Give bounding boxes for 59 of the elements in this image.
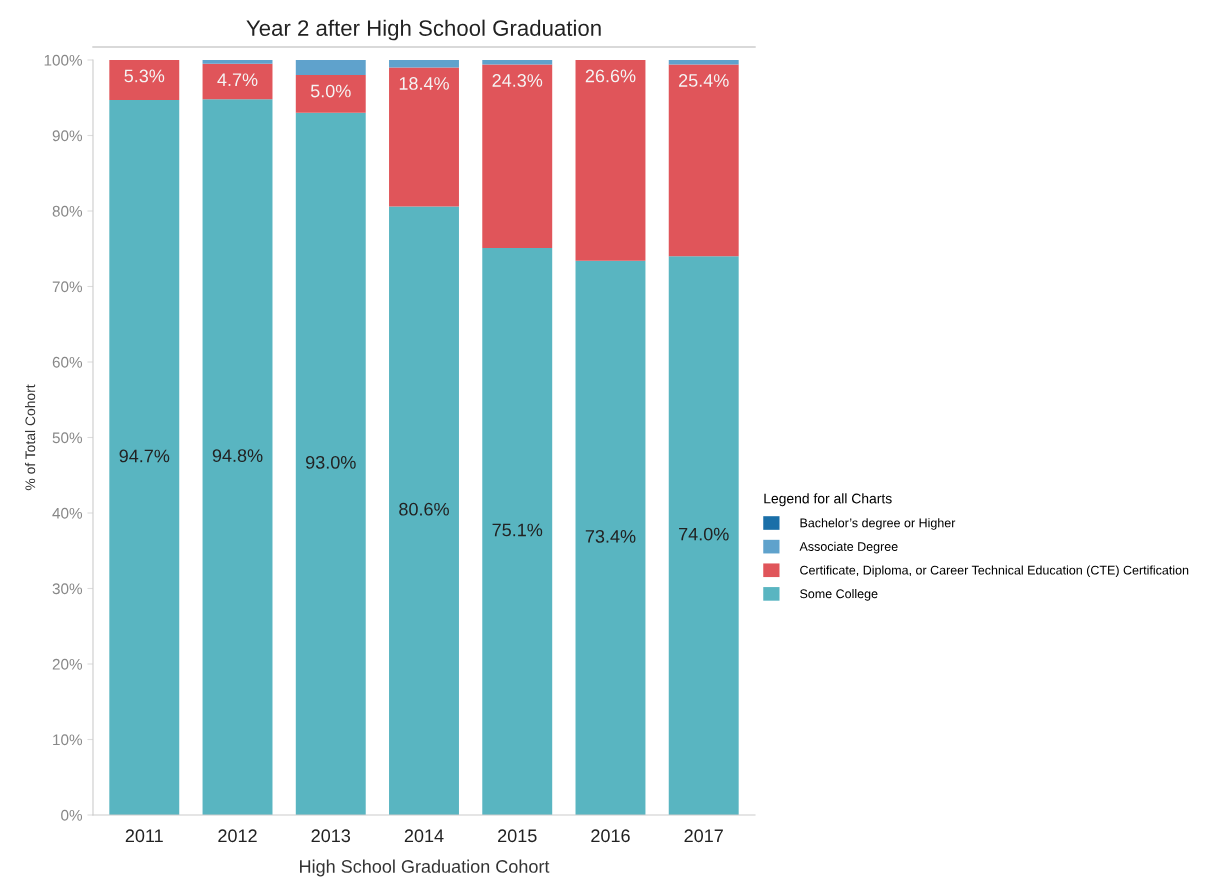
chart-title: Year 2 after High School Graduation [246,19,601,41]
data-label: 94.8% [212,449,263,462]
y-tick-label: 40% [52,507,83,519]
y-tick-label: 50% [52,432,83,444]
bar [202,60,273,64]
data-label: 25.4% [679,74,729,87]
bar [295,112,366,815]
x-tick-label: 2014 [404,829,444,843]
y-tick-label: 10% [53,734,83,746]
data-label: 5.0% [310,84,351,98]
y-tick-label: 80% [52,205,83,217]
bar [668,256,739,815]
bar [575,260,646,815]
legend-label: Associate Degree [799,541,898,554]
y-tick-label: 30% [52,583,83,595]
data-label: 18.4% [399,77,449,90]
bar [389,67,459,207]
bar [668,64,739,257]
legend-label: Certificate, Diploma, or Career Technical Education (CTE) Certification [800,565,1189,578]
x-tick-label: 2016 [591,829,630,843]
data-label: 74.0% [679,527,729,541]
data-label: 5.3% [124,69,165,83]
bar [202,63,273,100]
y-axis-title: % of Total Cohort [25,384,36,491]
bar [482,248,553,815]
bar [295,60,366,76]
bar [482,60,553,65]
data-label: 24.3% [492,74,543,87]
legend-label: Bachelor’s degree or Higher [800,518,956,530]
data-label: 80.6% [399,502,449,516]
data-label: 75.1% [492,523,543,537]
x-tick-label: 2013 [311,829,351,843]
y-tick-label: 20% [52,658,83,670]
bar [202,99,273,815]
x-tick-label: 2015 [498,829,537,843]
data-label: 4.7% [217,73,258,87]
bar [389,206,459,815]
data-label: 73.4% [585,529,636,543]
y-tick-label: 70% [52,281,83,293]
bar [109,100,180,815]
x-axis-title: High School Graduation Cohort [300,859,550,877]
bar [109,60,180,101]
legend-label: Some College [800,589,878,601]
data-label: 94.7% [119,449,170,463]
x-tick-label: 2011 [125,829,163,843]
legend-title: Legend for all Charts [764,493,892,507]
bar [295,75,366,113]
data-label: 93.0% [306,455,356,469]
bar [482,64,553,248]
bar [389,60,459,68]
bar [668,60,739,65]
x-tick-label: 2012 [218,829,257,843]
y-tick-label: 90% [52,130,83,142]
bar [575,60,646,261]
data-label: 26.6% [585,69,636,83]
x-tick-label: 2017 [684,829,723,843]
y-tick-label: 0% [61,809,83,821]
y-tick-label: 60% [52,356,83,368]
y-tick-label: 100% [44,54,83,66]
